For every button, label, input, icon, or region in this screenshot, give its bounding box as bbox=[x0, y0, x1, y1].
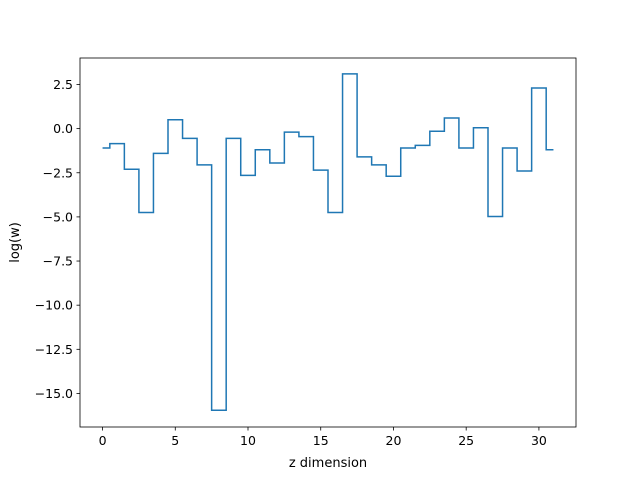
x-tick-label: 0 bbox=[99, 433, 107, 448]
y-tick-label: −7.5 bbox=[43, 254, 73, 269]
ticks-layer: 0 5 10 15 20 25 30 2.5 0.0 −2.5 −5.0 −7.5 −10.0 −12.5… bbox=[35, 77, 547, 448]
series-line-0 bbox=[102, 73, 554, 411]
y-axis-label: log(w) bbox=[8, 222, 23, 263]
x-tick-label: 5 bbox=[171, 433, 179, 448]
y-tick-label: 2.5 bbox=[53, 77, 73, 92]
x-tick-label: 15 bbox=[313, 433, 329, 448]
x-tick-label: 25 bbox=[458, 433, 474, 448]
series-layer bbox=[102, 73, 554, 411]
x-axis-label: z dimension bbox=[289, 456, 367, 471]
x-tick-label: 20 bbox=[386, 433, 402, 448]
y-tick-label: −15.0 bbox=[35, 386, 73, 401]
x-tick-label: 30 bbox=[531, 433, 547, 448]
y-tick-label: −2.5 bbox=[43, 165, 73, 180]
x-tick-label: 10 bbox=[240, 433, 256, 448]
y-tick-label: 0.0 bbox=[53, 121, 73, 136]
plot-frame bbox=[79, 57, 577, 428]
y-tick-label: −12.5 bbox=[35, 342, 73, 357]
y-tick-label: −5.0 bbox=[43, 209, 73, 224]
y-tick-label: −10.0 bbox=[35, 298, 73, 313]
